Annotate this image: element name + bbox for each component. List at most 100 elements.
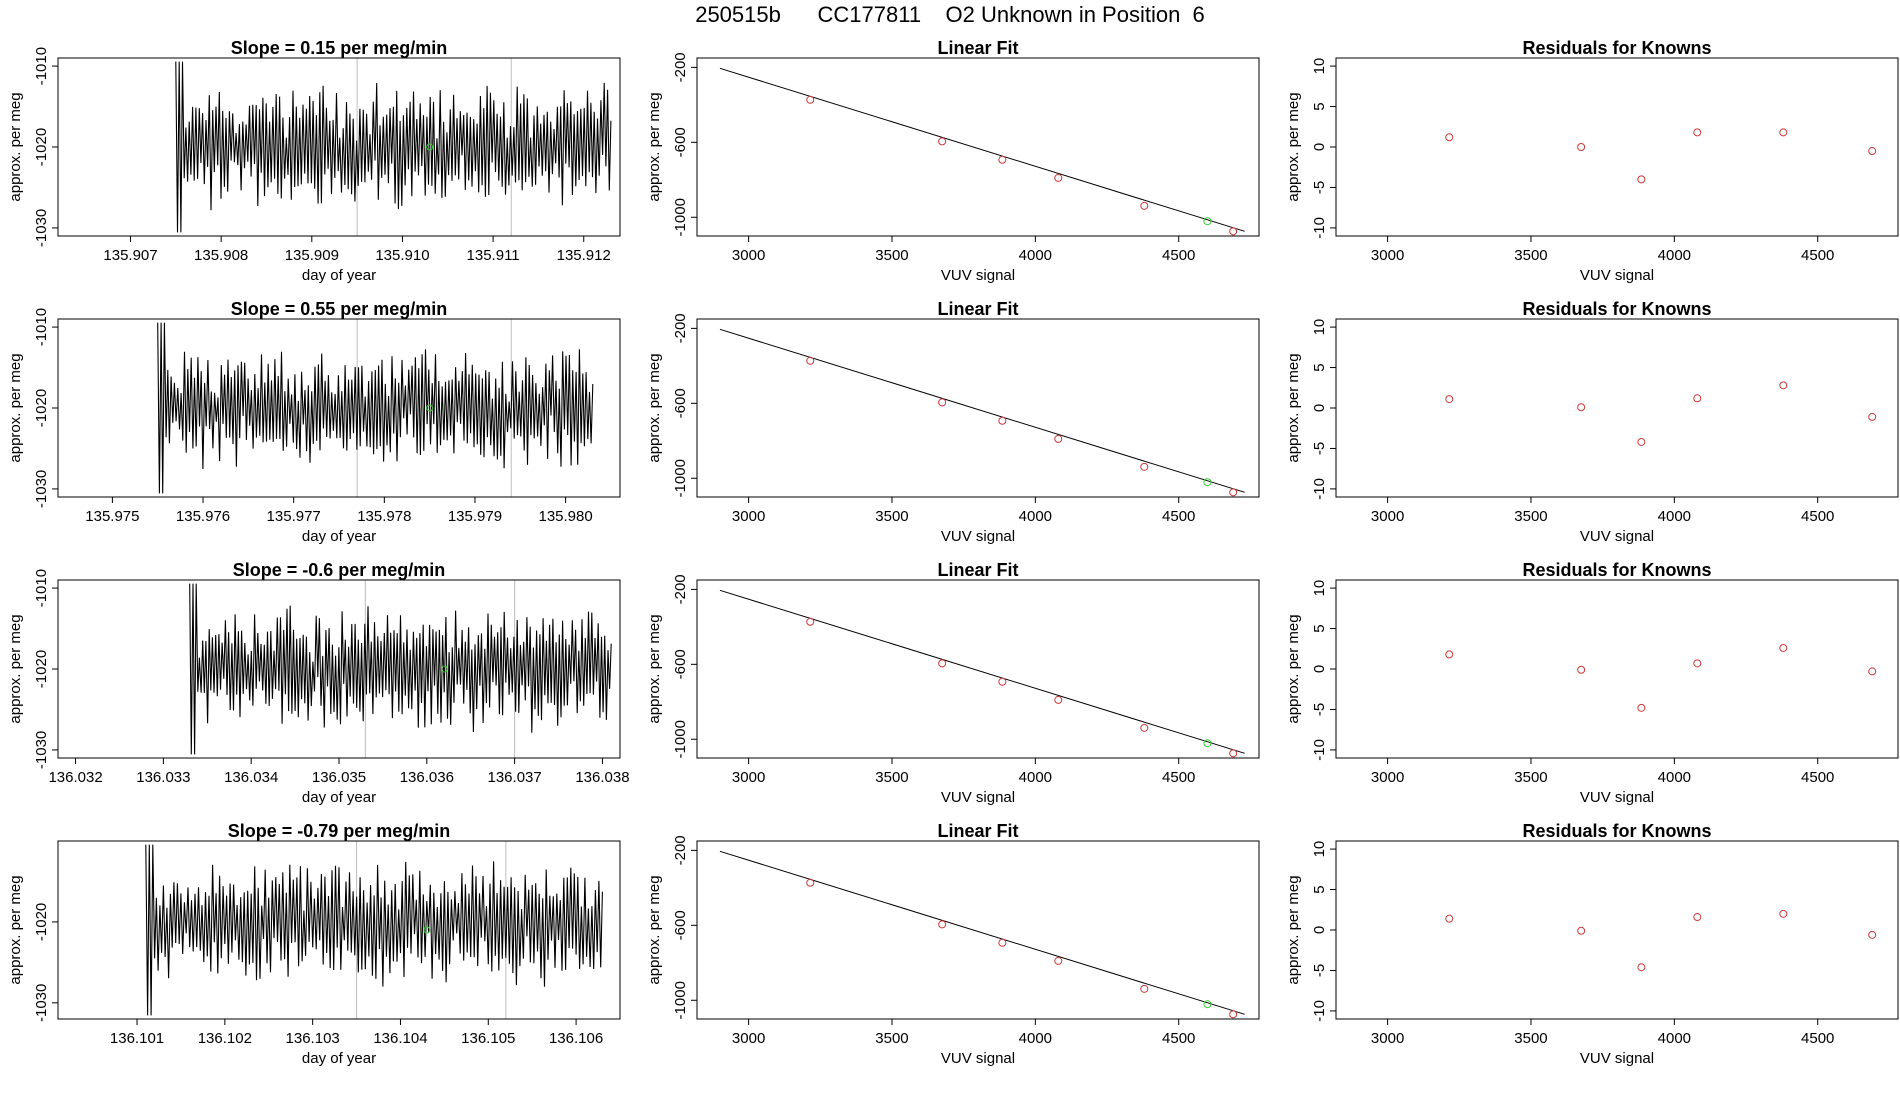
plot-area — [175, 58, 612, 236]
known-point — [1054, 956, 1063, 965]
panel-timeseries-0: Slope = 0.15 per meg/min 135.907 135.908 13… — [7, 38, 621, 284]
plot-frame — [696, 57, 1260, 237]
known-point — [938, 398, 947, 407]
known-point — [1140, 462, 1149, 471]
plot-frame — [1335, 579, 1899, 759]
plot-area — [1445, 643, 1877, 712]
residual-point — [1637, 963, 1646, 972]
y-tick-label: -5 — [1311, 703, 1328, 716]
y-axis-label: approx. per meg — [7, 614, 24, 723]
residual-point — [1693, 913, 1702, 922]
unknown-point — [1203, 217, 1212, 226]
residual-point — [1868, 412, 1877, 421]
trace-line — [175, 61, 612, 233]
panel-title: Residuals for Knowns — [1522, 821, 1711, 841]
x-tick-label: 136.034 — [224, 769, 278, 786]
y-tick-label: 10 — [1311, 58, 1328, 75]
panel-timeseries-2: Slope = -0.6 per meg/min 136.032 136.033 13… — [7, 560, 630, 806]
plot-frame — [696, 318, 1260, 498]
residual-point — [1637, 175, 1646, 184]
known-point — [1140, 984, 1149, 993]
x-tick-label: 4500 — [1801, 1030, 1834, 1047]
panel-fit-0: Linear Fit 3000 3500 4000 4500 VUV signal -200… — [646, 38, 1260, 284]
plot-frame — [57, 840, 621, 1020]
trace-line — [189, 583, 612, 755]
plot-area — [1445, 909, 1877, 972]
x-tick-label: 135.978 — [357, 508, 411, 525]
x-tick-label: 136.102 — [198, 1030, 252, 1047]
residual-point — [1577, 665, 1586, 674]
unknown-point — [1203, 739, 1212, 748]
x-tick-label: 3500 — [875, 508, 908, 525]
plot-area — [719, 850, 1245, 1019]
y-tick-label: 10 — [1311, 841, 1328, 858]
known-point — [938, 137, 947, 146]
y-axis-label: approx. per meg — [1285, 353, 1302, 462]
y-tick-label: -1000 — [672, 720, 689, 758]
plot-area — [719, 67, 1245, 236]
x-axis-label: day of year — [302, 1050, 376, 1067]
known-point — [998, 677, 1007, 686]
y-axis-label: approx. per meg — [7, 92, 24, 201]
fit-line — [719, 589, 1245, 754]
x-axis-label: VUV signal — [941, 528, 1015, 545]
panel-fit-1: Linear Fit 3000 3500 4000 4500 VUV signal -200… — [646, 299, 1260, 545]
x-tick-label: 135.975 — [85, 508, 139, 525]
fit-line — [719, 328, 1245, 493]
x-tick-label: 4000 — [1658, 769, 1691, 786]
residual-point — [1577, 143, 1586, 151]
panel-fit-3: Linear Fit 3000 3500 4000 4500 VUV signal -200… — [646, 821, 1260, 1067]
fit-line — [719, 850, 1245, 1015]
panel-title: Linear Fit — [937, 821, 1018, 841]
residual-point — [1779, 381, 1788, 390]
unknown-point — [426, 404, 434, 412]
x-tick-label: 3000 — [1371, 247, 1404, 264]
y-axis-label: approx. per meg — [1285, 92, 1302, 201]
figure-title: 250515b CC177811 O2 Unknown in Position … — [695, 2, 1205, 27]
x-tick-label: 4000 — [1019, 247, 1052, 264]
y-tick-label: -600 — [672, 388, 689, 418]
y-axis-label: approx. per meg — [646, 875, 663, 984]
y-axis-label: approx. per meg — [1285, 875, 1302, 984]
panel-title: Linear Fit — [937, 560, 1018, 580]
x-tick-label: 4500 — [1162, 247, 1195, 264]
known-point — [1054, 434, 1063, 443]
x-tick-label: 3500 — [875, 769, 908, 786]
x-tick-label: 3500 — [875, 247, 908, 264]
x-tick-label: 3000 — [732, 247, 765, 264]
x-tick-label: 136.032 — [48, 769, 102, 786]
y-tick-label: -200 — [672, 574, 689, 604]
residual-point — [1577, 926, 1586, 935]
x-axis-label: day of year — [302, 789, 376, 806]
x-tick-label: 4500 — [1162, 1030, 1195, 1047]
unknown-point — [1203, 1000, 1212, 1009]
known-point — [998, 416, 1007, 425]
x-tick-label: 4500 — [1801, 247, 1834, 264]
plot-area — [145, 841, 603, 1019]
x-tick-label: 136.106 — [549, 1030, 603, 1047]
x-tick-label: 4000 — [1019, 1030, 1052, 1047]
residual-point — [1445, 914, 1454, 923]
panel-title: Residuals for Knowns — [1522, 38, 1711, 58]
y-axis-label: approx. per meg — [646, 614, 663, 723]
x-tick-label: 3500 — [1514, 769, 1547, 786]
fit-line — [719, 67, 1245, 232]
x-tick-label: 135.908 — [194, 247, 248, 264]
unknown-point — [423, 926, 431, 934]
y-tick-label: 10 — [1311, 580, 1328, 597]
x-tick-label: 136.101 — [110, 1030, 164, 1047]
y-tick-label: -1030 — [33, 731, 50, 769]
known-point — [938, 659, 947, 668]
x-tick-label: 135.979 — [448, 508, 502, 525]
x-axis-label: VUV signal — [941, 789, 1015, 806]
x-tick-label: 4500 — [1162, 769, 1195, 786]
y-tick-label: 0 — [1311, 665, 1328, 673]
y-tick-label: -1030 — [33, 984, 50, 1022]
y-tick-label: -1020 — [33, 128, 50, 166]
x-tick-label: 135.912 — [557, 247, 611, 264]
residual-point — [1445, 133, 1454, 142]
known-point — [1054, 173, 1063, 182]
y-tick-label: -1010 — [33, 569, 50, 607]
